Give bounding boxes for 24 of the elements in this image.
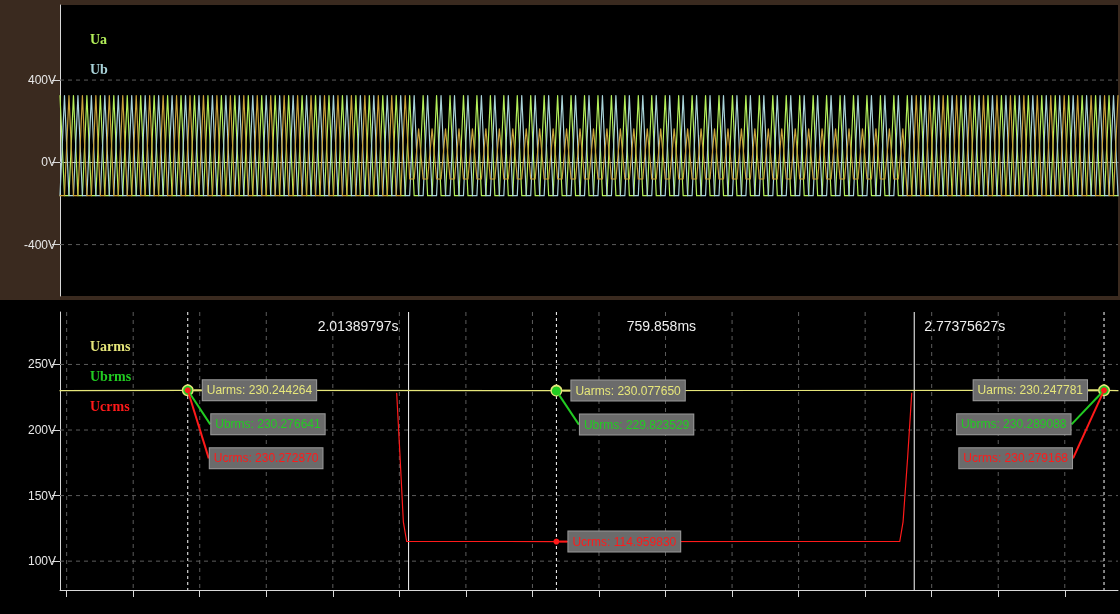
ref-line-label: 2.77375627s: [924, 318, 1006, 334]
annotation: 759.858ms: [626, 318, 697, 334]
annotation: Ubrms: 229.823529: [583, 417, 690, 432]
annotation: Uarms: 230.077650: [575, 383, 682, 398]
text: Ubrms: [90, 368, 132, 384]
text: Ua: [90, 31, 108, 47]
series-label: Ub: [90, 61, 109, 77]
annotation: Ubrms: 230.289088: [961, 417, 1067, 432]
annotation: Ucrms: 230.279168: [963, 451, 1069, 466]
y-tick-label: -400V: [23, 237, 56, 252]
annotation: Ucrms: 114.959830: [572, 534, 677, 549]
y-tick-label: 150V: [27, 488, 56, 503]
annotation: Ubrms: 230.276641: [215, 417, 321, 432]
y-tick-label: 0V: [41, 155, 56, 170]
annotation: Ucrms: 230.272870: [213, 451, 319, 466]
text: Uarms: [90, 338, 131, 354]
y-tick-label: 200V: [27, 423, 56, 438]
y-tick-label: 100V: [27, 554, 56, 569]
y-tick-label: 250V: [27, 357, 56, 372]
ref-line-label: 2.01389797s: [317, 318, 399, 334]
annotation: Uarms: 230.247781: [977, 383, 1084, 398]
annotation: Uarms: 230.244264: [206, 383, 313, 398]
y-tick-label: 400V: [27, 73, 56, 88]
text: Ucrms: [90, 398, 131, 414]
